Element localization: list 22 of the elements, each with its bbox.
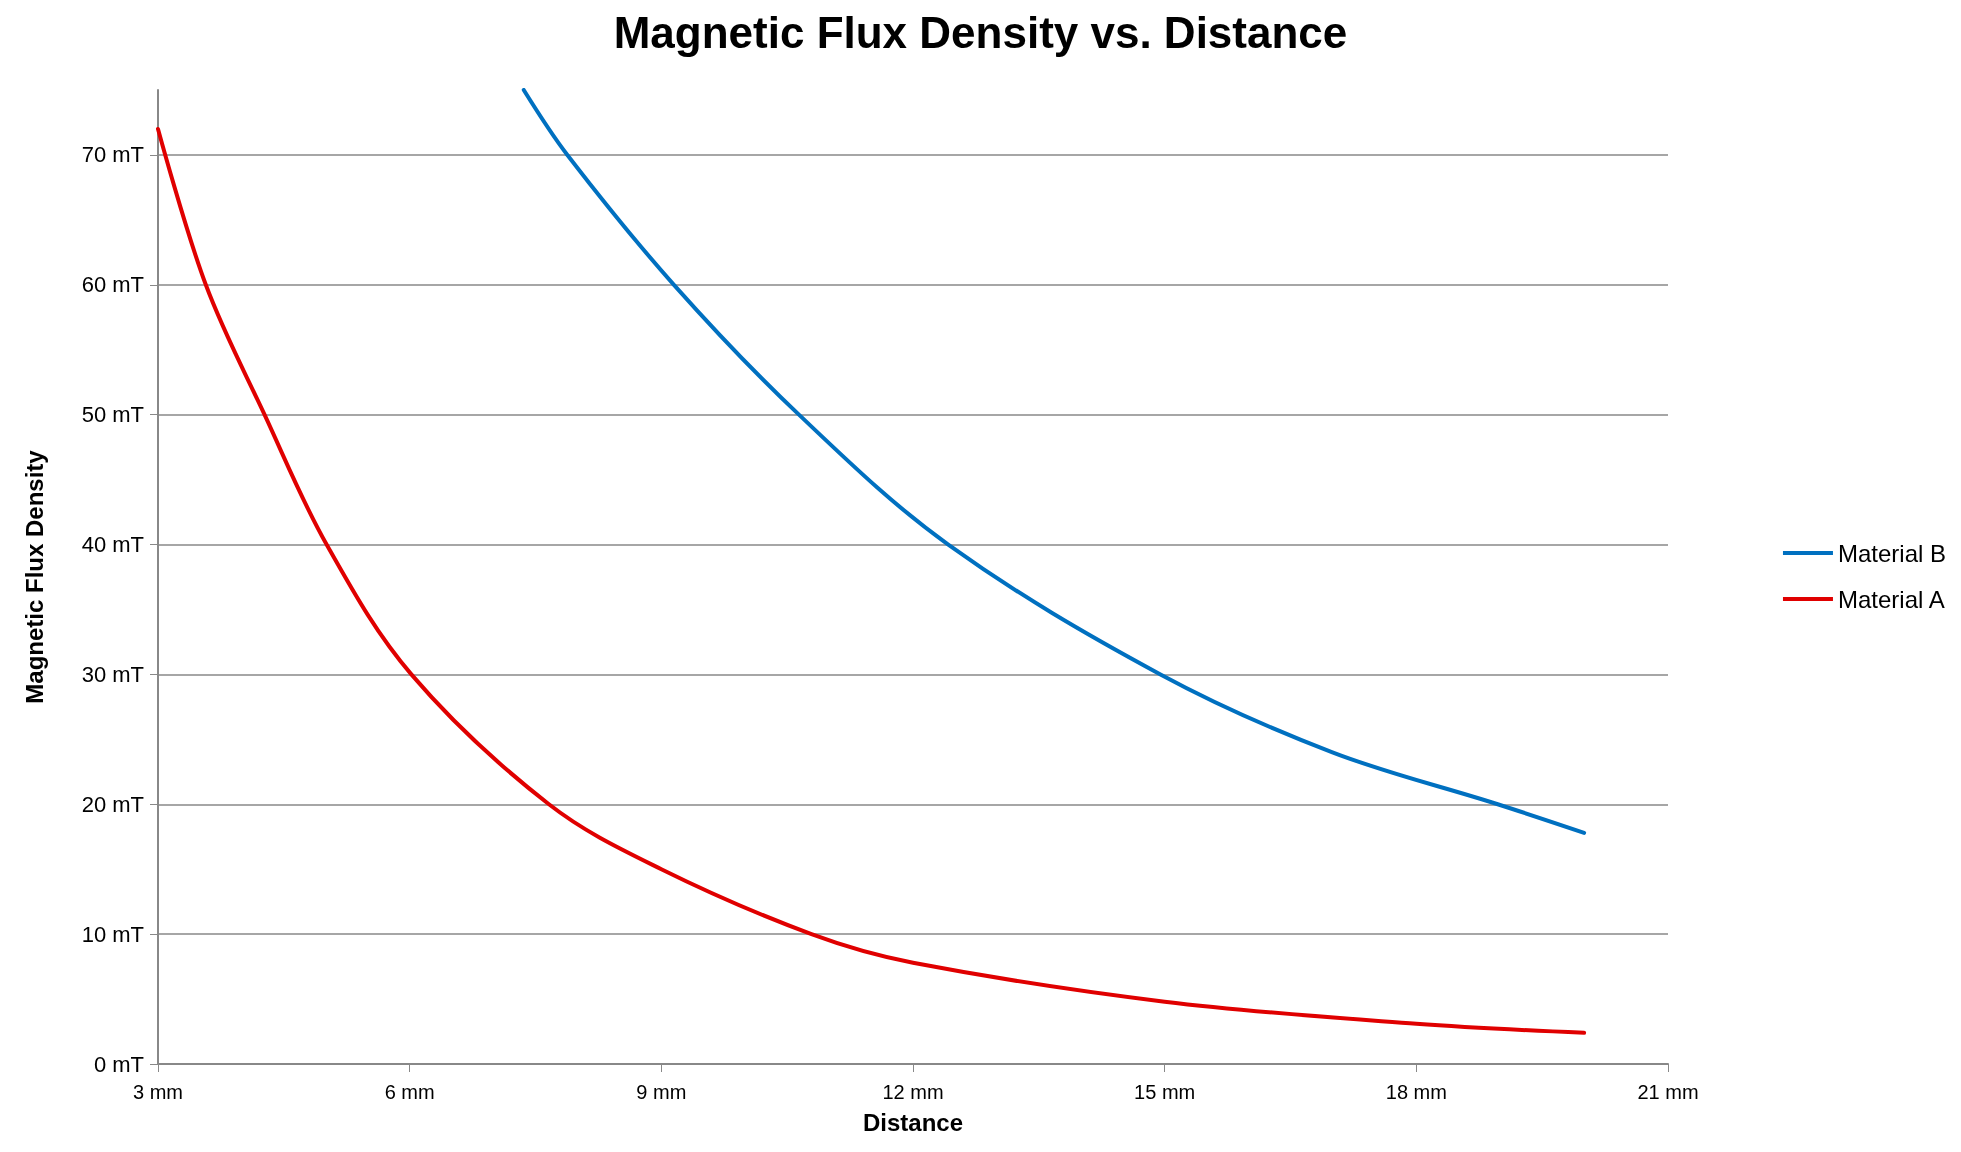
x-tick-label: 12 mm <box>882 1081 944 1103</box>
y-tick-label: 70 mT <box>81 142 144 168</box>
x-tick-label: 9 mm <box>636 1081 687 1103</box>
y-tick-label: 50 mT <box>81 402 144 428</box>
x-tick-label: 21 mm <box>1637 1081 1699 1103</box>
legend-label: Material A <box>1837 585 1945 613</box>
x-tick-label: 6 mm <box>384 1081 435 1103</box>
y-tick-label: 20 mT <box>81 791 144 817</box>
legend-label: Material B <box>1837 539 1947 567</box>
y-tick-label: 40 mT <box>81 532 144 558</box>
x-tick-label: 3 mm <box>133 1081 183 1103</box>
x-axis-title: Distance <box>862 1108 964 1136</box>
y-tick-label: 30 mT <box>81 661 144 687</box>
line-series <box>521 88 1587 835</box>
chart-title: Magnetic Flux Density vs. Distance <box>613 7 1348 57</box>
x-tick-label: 18 mm <box>1385 1081 1447 1103</box>
y-axis-title: Magnetic Flux Density <box>20 449 48 704</box>
y-tick-label: 10 mT <box>81 921 144 947</box>
y-tick-label: 60 mT <box>81 272 144 298</box>
y-tick-label: 0 mT <box>93 1051 144 1077</box>
line-series <box>156 126 1587 1035</box>
x-tick-label: 15 mm <box>1134 1081 1196 1103</box>
